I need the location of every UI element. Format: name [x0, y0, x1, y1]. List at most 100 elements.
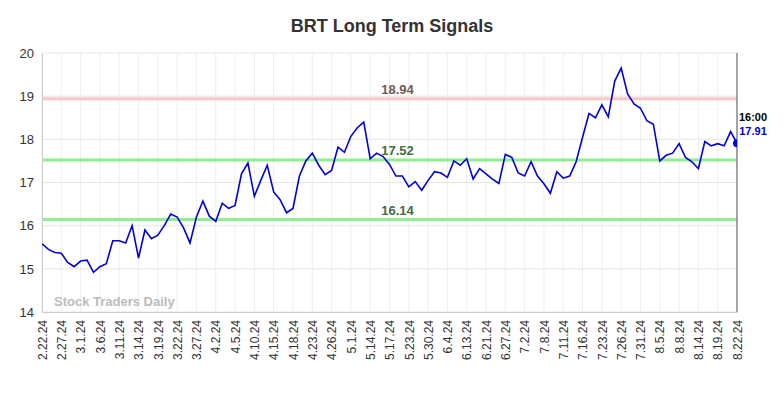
grid: [42, 53, 737, 312]
x-tick-label: 6.4.24: [441, 320, 455, 354]
grid-line-x: [679, 53, 680, 312]
x-tick: 5.30.24: [422, 312, 436, 360]
x-tick-label: 8.14.24: [692, 320, 706, 360]
x-tick-label: 5.17.24: [383, 320, 397, 360]
x-tick-label: 4.2.24: [209, 320, 223, 354]
grid-line-x: [254, 53, 255, 312]
grid-line-x: [524, 53, 525, 312]
y-tick-label: 14: [20, 305, 34, 320]
x-tick: 3.1.24: [74, 312, 88, 353]
grid-line-x: [331, 53, 332, 312]
title: BRT Long Term Signals: [291, 16, 494, 36]
chart: BRT Long Term Signals Stock Traders Daily…: [0, 0, 784, 398]
x-tick-label: 2.22.24: [36, 320, 50, 360]
x-tick-label: 8.5.24: [653, 320, 667, 354]
x-tick: 4.10.24: [248, 312, 262, 360]
grid-line-x: [466, 53, 467, 312]
grid-line-x: [370, 53, 371, 312]
x-tick-label: 5.14.24: [364, 320, 378, 360]
x-tick-label: 3.14.24: [132, 320, 146, 360]
grid-line-x: [486, 53, 487, 312]
grid-line-x: [61, 53, 62, 312]
x-tick: 7.31.24: [634, 312, 648, 360]
x-tick: 5.14.24: [364, 312, 378, 360]
x-tick-label: 8.8.24: [673, 320, 687, 354]
y-tick-label: 16: [20, 218, 34, 233]
x-tick: 7.8.24: [538, 312, 552, 353]
x-tick: 5.1.24: [345, 312, 359, 353]
plot: [42, 68, 737, 272]
y-tick-label: 19: [20, 89, 34, 104]
grid-line-x: [717, 53, 718, 312]
x-tick-label: 5.30.24: [422, 320, 436, 360]
grid-line-x: [119, 53, 120, 312]
x-tick: 8.5.24: [653, 312, 667, 353]
grid-line-x: [563, 53, 564, 312]
time-label: 16:00: [739, 111, 767, 123]
x-tick-label: 3.19.24: [152, 320, 166, 360]
y-tick-label: 18: [20, 132, 34, 147]
grid-line-x: [157, 53, 158, 312]
x-tick-label: 7.23.24: [596, 320, 610, 360]
x-tick: 7.23.24: [596, 312, 610, 360]
grid-line-x: [80, 53, 81, 312]
x-tick: 5.17.24: [383, 312, 397, 360]
x-tick-label: 6.21.24: [480, 320, 494, 360]
x-tick-label: 5.1.24: [345, 320, 359, 354]
grid-line-x: [292, 53, 293, 312]
x-tick-label: 4.15.24: [267, 320, 281, 360]
watermark: Stock Traders Daily: [54, 294, 175, 309]
x-tick: 4.26.24: [325, 312, 339, 360]
grid-line-x: [505, 53, 506, 312]
grid-line-x: [215, 53, 216, 312]
reference-label: 16.14: [381, 203, 414, 218]
last-point: [733, 139, 737, 147]
reference-line: [42, 159, 737, 162]
y-tick-label: 20: [20, 46, 34, 61]
grid-line-x: [196, 53, 197, 312]
grid-line-x: [312, 53, 313, 312]
last-value-label: 17.91: [739, 125, 767, 137]
x-tick: 3.14.24: [132, 312, 146, 360]
x-tick-label: 5.23.24: [403, 320, 417, 360]
x-tick: 2.27.24: [55, 312, 69, 360]
x-tick: 4.15.24: [267, 312, 281, 360]
x-tick-label: 8.22.24: [731, 320, 745, 360]
x-axis-line: [43, 312, 738, 313]
x-tick-label: 7.26.24: [615, 320, 629, 360]
grid-line-x: [177, 53, 178, 312]
x-tick-label: 7.8.24: [538, 320, 552, 354]
x-tick-label: 8.19.24: [711, 320, 725, 360]
x-tick: 6.13.24: [460, 312, 474, 360]
grid-line-x: [42, 53, 43, 312]
x-tick: 6.27.24: [499, 312, 513, 360]
grid-line-x: [447, 53, 448, 312]
y-axis-line: [42, 54, 43, 313]
y-tick-label: 15: [20, 261, 34, 276]
x-tick-label: 3.1.24: [74, 320, 88, 354]
x-tick-label: 7.2.24: [518, 320, 532, 354]
x-tick: 4.5.24: [229, 312, 243, 353]
x-tick-label: 4.5.24: [229, 320, 243, 354]
grid-line-x: [350, 53, 351, 312]
y-tick: 16: [20, 218, 42, 233]
grid-line-x: [99, 53, 100, 312]
x-tick: 7.26.24: [615, 312, 629, 360]
grid-line-x: [273, 53, 274, 312]
reference-line: [42, 218, 737, 221]
y-tick: 20: [20, 46, 42, 61]
x-tick: 7.2.24: [518, 312, 532, 353]
x-tick-label: 7.16.24: [576, 320, 590, 360]
x-tick-label: 7.11.24: [557, 320, 571, 359]
price-line: [42, 68, 737, 272]
x-tick-label: 4.23.24: [306, 320, 320, 360]
x-tick: 4.2.24: [209, 312, 223, 353]
x-tick-label: 7.31.24: [634, 320, 648, 360]
grid-line-x: [582, 53, 583, 312]
x-tick: 7.16.24: [576, 312, 590, 360]
y-axis: 14 15 16 17 18 19 20: [20, 46, 43, 320]
x-tick: 7.11.24: [557, 312, 571, 359]
frame-right: [736, 53, 738, 312]
x-tick: 5.23.24: [403, 312, 417, 360]
y-tick-label: 17: [20, 175, 34, 190]
